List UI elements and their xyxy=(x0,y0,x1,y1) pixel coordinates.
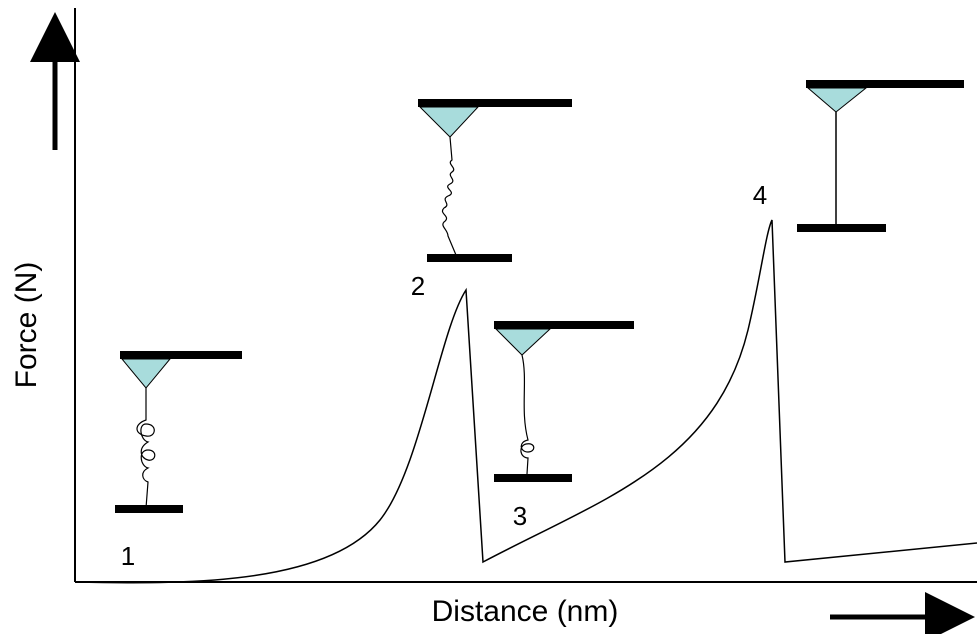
force-curve xyxy=(74,219,977,584)
state-2-illustration xyxy=(418,99,572,262)
y-axis-label: Force (N) xyxy=(10,262,43,389)
state-1-illustration xyxy=(115,351,242,513)
state-4-illustration xyxy=(797,80,964,232)
x-axis-label: Distance (nm) xyxy=(432,595,619,628)
state-label: 3 xyxy=(513,501,527,531)
state-label: 4 xyxy=(753,180,767,210)
state-label: 2 xyxy=(411,271,425,301)
state-label: 1 xyxy=(121,541,135,571)
state-3-illustration xyxy=(494,321,634,482)
